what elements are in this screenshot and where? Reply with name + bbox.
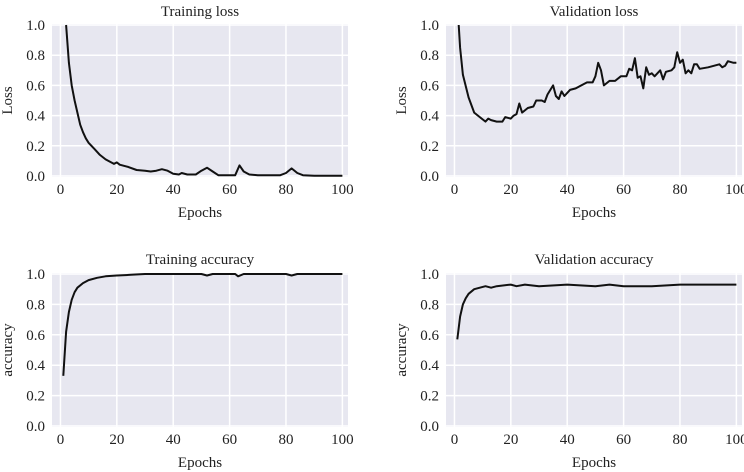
y-axis-label: Loss xyxy=(0,86,16,115)
y-tick-label: 0.2 xyxy=(26,139,45,155)
x-tick-label: 80 xyxy=(672,182,687,198)
y-tick-label: 0.8 xyxy=(26,297,45,313)
subplot-validation-loss: 0 20 40 60 80 100 0.0 0.2 0.4 0.6 0.8 1.0 Validation… xyxy=(394,4,744,221)
x-tick-label: 80 xyxy=(278,182,293,198)
y-tick-label: 0.8 xyxy=(26,48,45,64)
subplot-validation-accuracy: 0 20 40 60 80 100 0.0 0.2 0.4 0.6 0.8 1.0 Validation… xyxy=(394,252,744,471)
y-tick-label: 0.8 xyxy=(420,297,439,313)
y-tick-label: 0.4 xyxy=(420,358,439,374)
y-tick-label: 0.4 xyxy=(420,109,439,125)
x-tick-label: 20 xyxy=(109,182,124,198)
x-tick-label: 100 xyxy=(725,182,744,198)
x-tick-label: 20 xyxy=(109,432,124,448)
subplot-training-accuracy: 0 20 40 60 80 100 0.0 0.2 0.4 0.6 0.8 1.0 Training a… xyxy=(0,252,354,471)
x-tick-label: 60 xyxy=(616,182,631,198)
chart-title: Training loss xyxy=(161,4,239,20)
series-line xyxy=(457,24,737,123)
x-axis-label: Epochs xyxy=(178,455,222,471)
x-tick-label: 80 xyxy=(672,432,687,448)
x-tick-label: 40 xyxy=(560,432,575,448)
chart-title: Validation loss xyxy=(550,4,639,20)
y-axis-label: accuracy xyxy=(394,323,410,377)
y-tick-label: 1.0 xyxy=(26,267,45,283)
x-axis-label: Epochs xyxy=(178,205,222,221)
x-tick-label: 0 xyxy=(57,432,65,448)
y-tick-label: 0.0 xyxy=(26,169,45,185)
x-tick-label: 40 xyxy=(166,182,181,198)
chart-title: Training accuracy xyxy=(146,252,255,268)
y-tick-label: 0.0 xyxy=(420,419,439,435)
y-tick-label: 1.0 xyxy=(26,18,45,34)
series-line xyxy=(65,24,343,177)
x-tick-label: 40 xyxy=(166,432,181,448)
y-axis-label: Loss xyxy=(394,86,410,115)
x-tick-label: 60 xyxy=(222,432,237,448)
x-tick-label: 20 xyxy=(503,182,518,198)
y-tick-label: 0.0 xyxy=(420,169,439,185)
x-tick-label: 100 xyxy=(725,432,744,448)
x-tick-label: 20 xyxy=(503,432,518,448)
x-axis-label: Epochs xyxy=(572,455,616,471)
x-tick-label: 40 xyxy=(560,182,575,198)
subplot-training-loss: 0 20 40 60 80 100 0.0 0.2 0.4 0.6 0.8 1.0 Training l… xyxy=(0,4,354,221)
x-axis-label: Epochs xyxy=(572,205,616,221)
x-tick-label: 100 xyxy=(331,182,354,198)
x-tick-label: 0 xyxy=(451,432,459,448)
y-tick-label: 0.6 xyxy=(26,78,45,94)
y-tick-label: 0.8 xyxy=(420,48,439,64)
y-tick-label: 0.2 xyxy=(420,389,439,405)
y-tick-label: 0.6 xyxy=(26,328,45,344)
y-tick-label: 0.6 xyxy=(420,78,439,94)
y-axis-label: accuracy xyxy=(0,323,16,377)
plot-area xyxy=(52,273,348,427)
y-tick-label: 0.4 xyxy=(26,358,45,374)
series-line xyxy=(456,283,737,340)
x-tick-label: 60 xyxy=(616,432,631,448)
plot-area xyxy=(446,273,742,427)
x-tick-label: 80 xyxy=(278,432,293,448)
y-tick-label: 1.0 xyxy=(420,267,439,283)
series-line xyxy=(62,273,343,376)
x-tick-label: 0 xyxy=(451,182,459,198)
y-tick-label: 0.2 xyxy=(420,139,439,155)
plot-area xyxy=(52,24,348,177)
y-tick-label: 1.0 xyxy=(420,18,439,34)
y-tick-label: 0.4 xyxy=(26,109,45,125)
y-tick-label: 0.6 xyxy=(420,328,439,344)
chart-title: Validation accuracy xyxy=(535,252,654,268)
y-tick-label: 0.2 xyxy=(26,389,45,405)
y-tick-label: 0.0 xyxy=(26,419,45,435)
x-tick-label: 100 xyxy=(331,432,354,448)
x-tick-label: 0 xyxy=(57,182,65,198)
x-tick-label: 60 xyxy=(222,182,237,198)
plot-area xyxy=(446,24,742,177)
